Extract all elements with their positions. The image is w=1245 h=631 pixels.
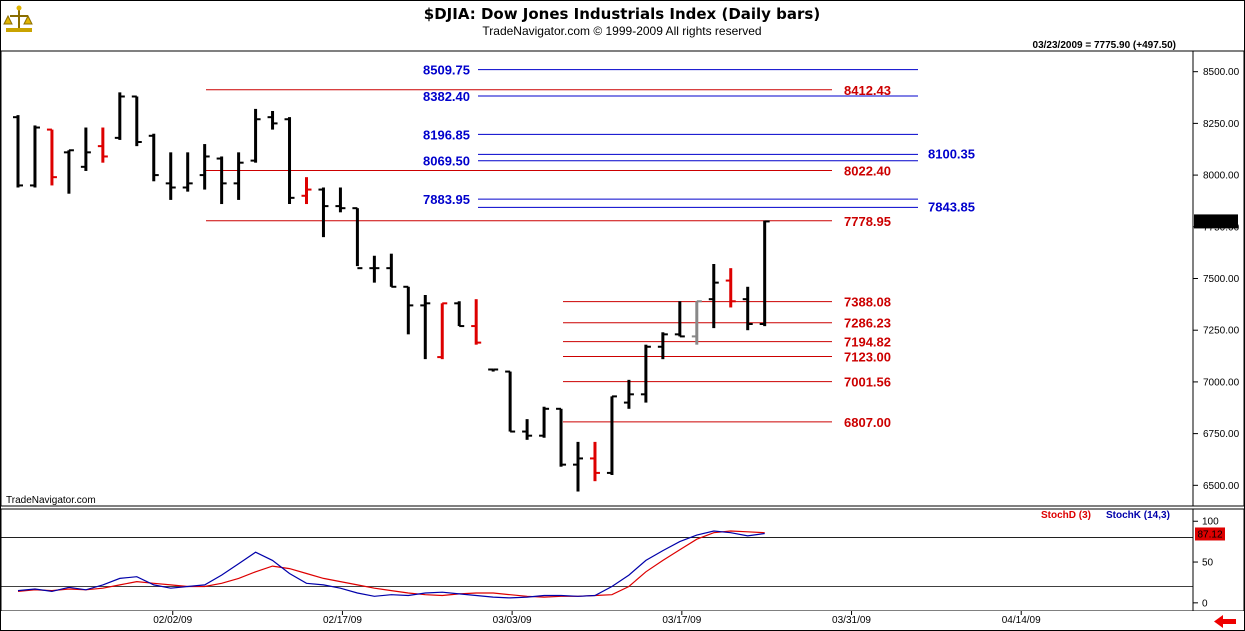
ohlc-bar (182, 152, 193, 192)
ohlc-bar (742, 286, 753, 331)
ohlc-bar (199, 144, 210, 190)
red-level-label: 6807.00 (844, 415, 891, 430)
blue-level-label: 8509.75 (423, 63, 470, 78)
ohlc-bar (674, 301, 685, 338)
ohlc-bar (46, 128, 57, 186)
ohlc-bar (97, 127, 108, 163)
ohlc-bar (131, 95, 142, 147)
stoch-axis-label: 0 (1202, 598, 1208, 609)
ohlc-bar (267, 110, 278, 130)
main-price-axis (1192, 50, 1245, 507)
last-price-tag (1194, 214, 1238, 229)
ohlc-bar (114, 92, 125, 140)
price-axis-label: 7000.00 (1203, 377, 1240, 388)
blue-level-label: 8069.50 (423, 154, 470, 169)
ohlc-bar (29, 125, 40, 188)
price-axis-label: 8000.00 (1203, 171, 1240, 182)
scroll-left-arrow-icon[interactable] (1210, 614, 1240, 629)
main-plot-area (0, 50, 1194, 507)
ohlc-bar (708, 264, 719, 329)
red-level-label: 7194.82 (844, 335, 891, 350)
ohlc-bar (454, 301, 465, 328)
stoch-last-tag (1195, 527, 1225, 541)
red-level-label: 8412.43 (844, 83, 891, 98)
date-axis-label: 04/14/09 (1002, 615, 1041, 626)
stoch-k-line (17, 530, 765, 599)
ohlc-bar (691, 300, 702, 345)
date-axis-label: 02/17/09 (323, 615, 362, 626)
legend-stoch-d: StochD (3) (1041, 510, 1091, 521)
legend-stoch-k: StochK (14,3) (1106, 510, 1170, 521)
ohlc-bar (284, 117, 295, 205)
ohlc-bar (216, 156, 227, 205)
watermark: TradeNavigator.com (6, 495, 96, 506)
ohlc-bar (640, 344, 651, 403)
price-axis-label: 8500.00 (1203, 67, 1240, 78)
ohlc-bar (63, 149, 74, 194)
stoch-last-label: 87.12 (1197, 529, 1222, 540)
stoch-d-line (17, 530, 765, 598)
date-axis-label: 02/02/09 (153, 615, 192, 626)
ohlc-bar (589, 441, 600, 482)
ohlc-bar (233, 152, 244, 200)
ohlc-bar (352, 207, 363, 270)
stoch-axis-label: 50 (1202, 558, 1214, 569)
price-axis-label: 6500.00 (1203, 481, 1240, 492)
ohlc-bar (488, 368, 499, 372)
copyright-line: TradeNavigator.com © 1999-2009 All right… (482, 24, 761, 38)
ohlc-bar (318, 187, 329, 238)
ohlc-bar (335, 187, 346, 213)
ohlc-bar (573, 441, 584, 492)
blue-level-label: 8382.40 (423, 89, 470, 104)
ohlc-bar (301, 177, 312, 205)
ohlc-bar (539, 406, 550, 438)
price-axis-label: 7500.00 (1203, 274, 1240, 285)
price-axis-label: 8250.00 (1203, 119, 1240, 130)
blue-level-label: 8100.35 (928, 146, 975, 161)
ohlc-bar (759, 220, 770, 327)
price-axis-label: 7250.00 (1203, 326, 1240, 337)
blue-level-label: 8196.85 (423, 127, 470, 142)
blue-level-label: 7843.85 (928, 199, 975, 214)
red-level-label: 7286.23 (844, 316, 891, 331)
ohlc-bar (369, 255, 380, 283)
ohlc-bar (505, 370, 516, 433)
blue-level-label: 7883.95 (423, 192, 470, 207)
red-level-label: 7778.95 (844, 214, 891, 229)
chart-title: $DJIA: Dow Jones Industrials Index (Dail… (424, 5, 820, 23)
date-axis (1, 611, 1244, 630)
price-axis-label: 6750.00 (1203, 429, 1240, 440)
ohlc-bar (420, 295, 431, 360)
ohlc-bar (250, 108, 261, 163)
ohlc-bar (148, 133, 159, 182)
red-level-label: 7388.08 (844, 295, 891, 310)
ohlc-bar (471, 299, 482, 345)
ohlc-bar (386, 253, 397, 288)
ohlc-bar (725, 268, 736, 308)
date-axis-label: 03/03/09 (493, 615, 532, 626)
ohlc-bar (437, 302, 448, 360)
ohlc-bar (403, 285, 414, 335)
date-axis-label: 03/17/09 (662, 615, 701, 626)
ohlc-bar (522, 419, 533, 440)
ohlc-bar (623, 379, 634, 409)
last-quote: 03/23/2009 = 7775.90 (+497.50) (1033, 40, 1176, 51)
logo-icon (3, 5, 33, 32)
ohlc-bar (80, 127, 91, 171)
date-axis-label: 03/31/09 (832, 615, 871, 626)
stoch-axis (1192, 508, 1245, 612)
red-level-label: 7001.56 (844, 375, 891, 390)
ohlc-bar (556, 407, 567, 467)
stoch-axis-label: 100 (1202, 517, 1219, 528)
ohlc-bar (657, 332, 668, 360)
red-level-label: 8022.40 (844, 163, 891, 178)
last-price-label: 7775.90 (1198, 217, 1235, 228)
ohlc-bar (606, 395, 617, 475)
red-level-label: 7123.00 (844, 349, 891, 364)
ohlc-bar (13, 115, 23, 188)
ohlc-bar (165, 152, 176, 200)
